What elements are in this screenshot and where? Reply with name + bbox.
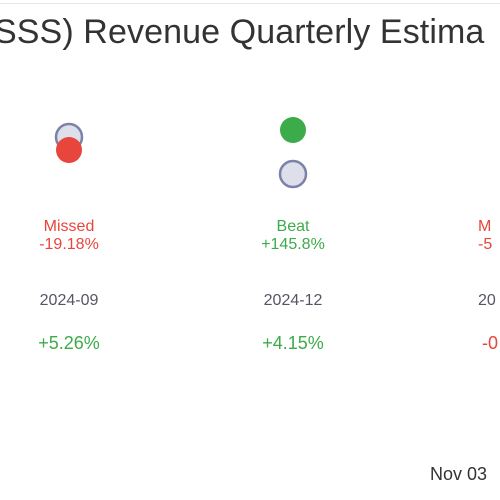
quarter-column-2: Beat +145.8% (213, 218, 373, 254)
quarter-3-status: M (478, 218, 492, 235)
quarter-2-date: 2024-12 (263, 292, 323, 309)
quarter-3-growth: -0 (482, 333, 499, 353)
quarter-2-actual-marker (280, 117, 306, 143)
quarter-3-date: 20 (478, 292, 496, 309)
quarter-column-3: M -5 (478, 218, 500, 254)
quarter-1-growth: +5.26% (38, 333, 100, 353)
quarter-1-surprise: -19.18% (39, 236, 99, 253)
quarter-2-status: Beat (276, 218, 310, 235)
quarter-1-date: 2024-09 (39, 292, 99, 309)
quarter-1-actual-marker (56, 137, 82, 163)
quarter-3-surprise: -5 (478, 236, 493, 253)
quarter-1-status: Missed (43, 218, 95, 235)
quarter-column-1: Missed -19.18% (0, 218, 149, 254)
footer-date: Nov 03 (430, 464, 488, 484)
chart-title: SSS) Revenue Quarterly Estima (0, 13, 485, 51)
quarter-2-surprise: +145.8% (261, 236, 325, 253)
top-divider (0, 3, 500, 4)
quarter-2-estimate-marker (278, 159, 308, 189)
quarter-2-growth: +4.15% (262, 333, 324, 353)
